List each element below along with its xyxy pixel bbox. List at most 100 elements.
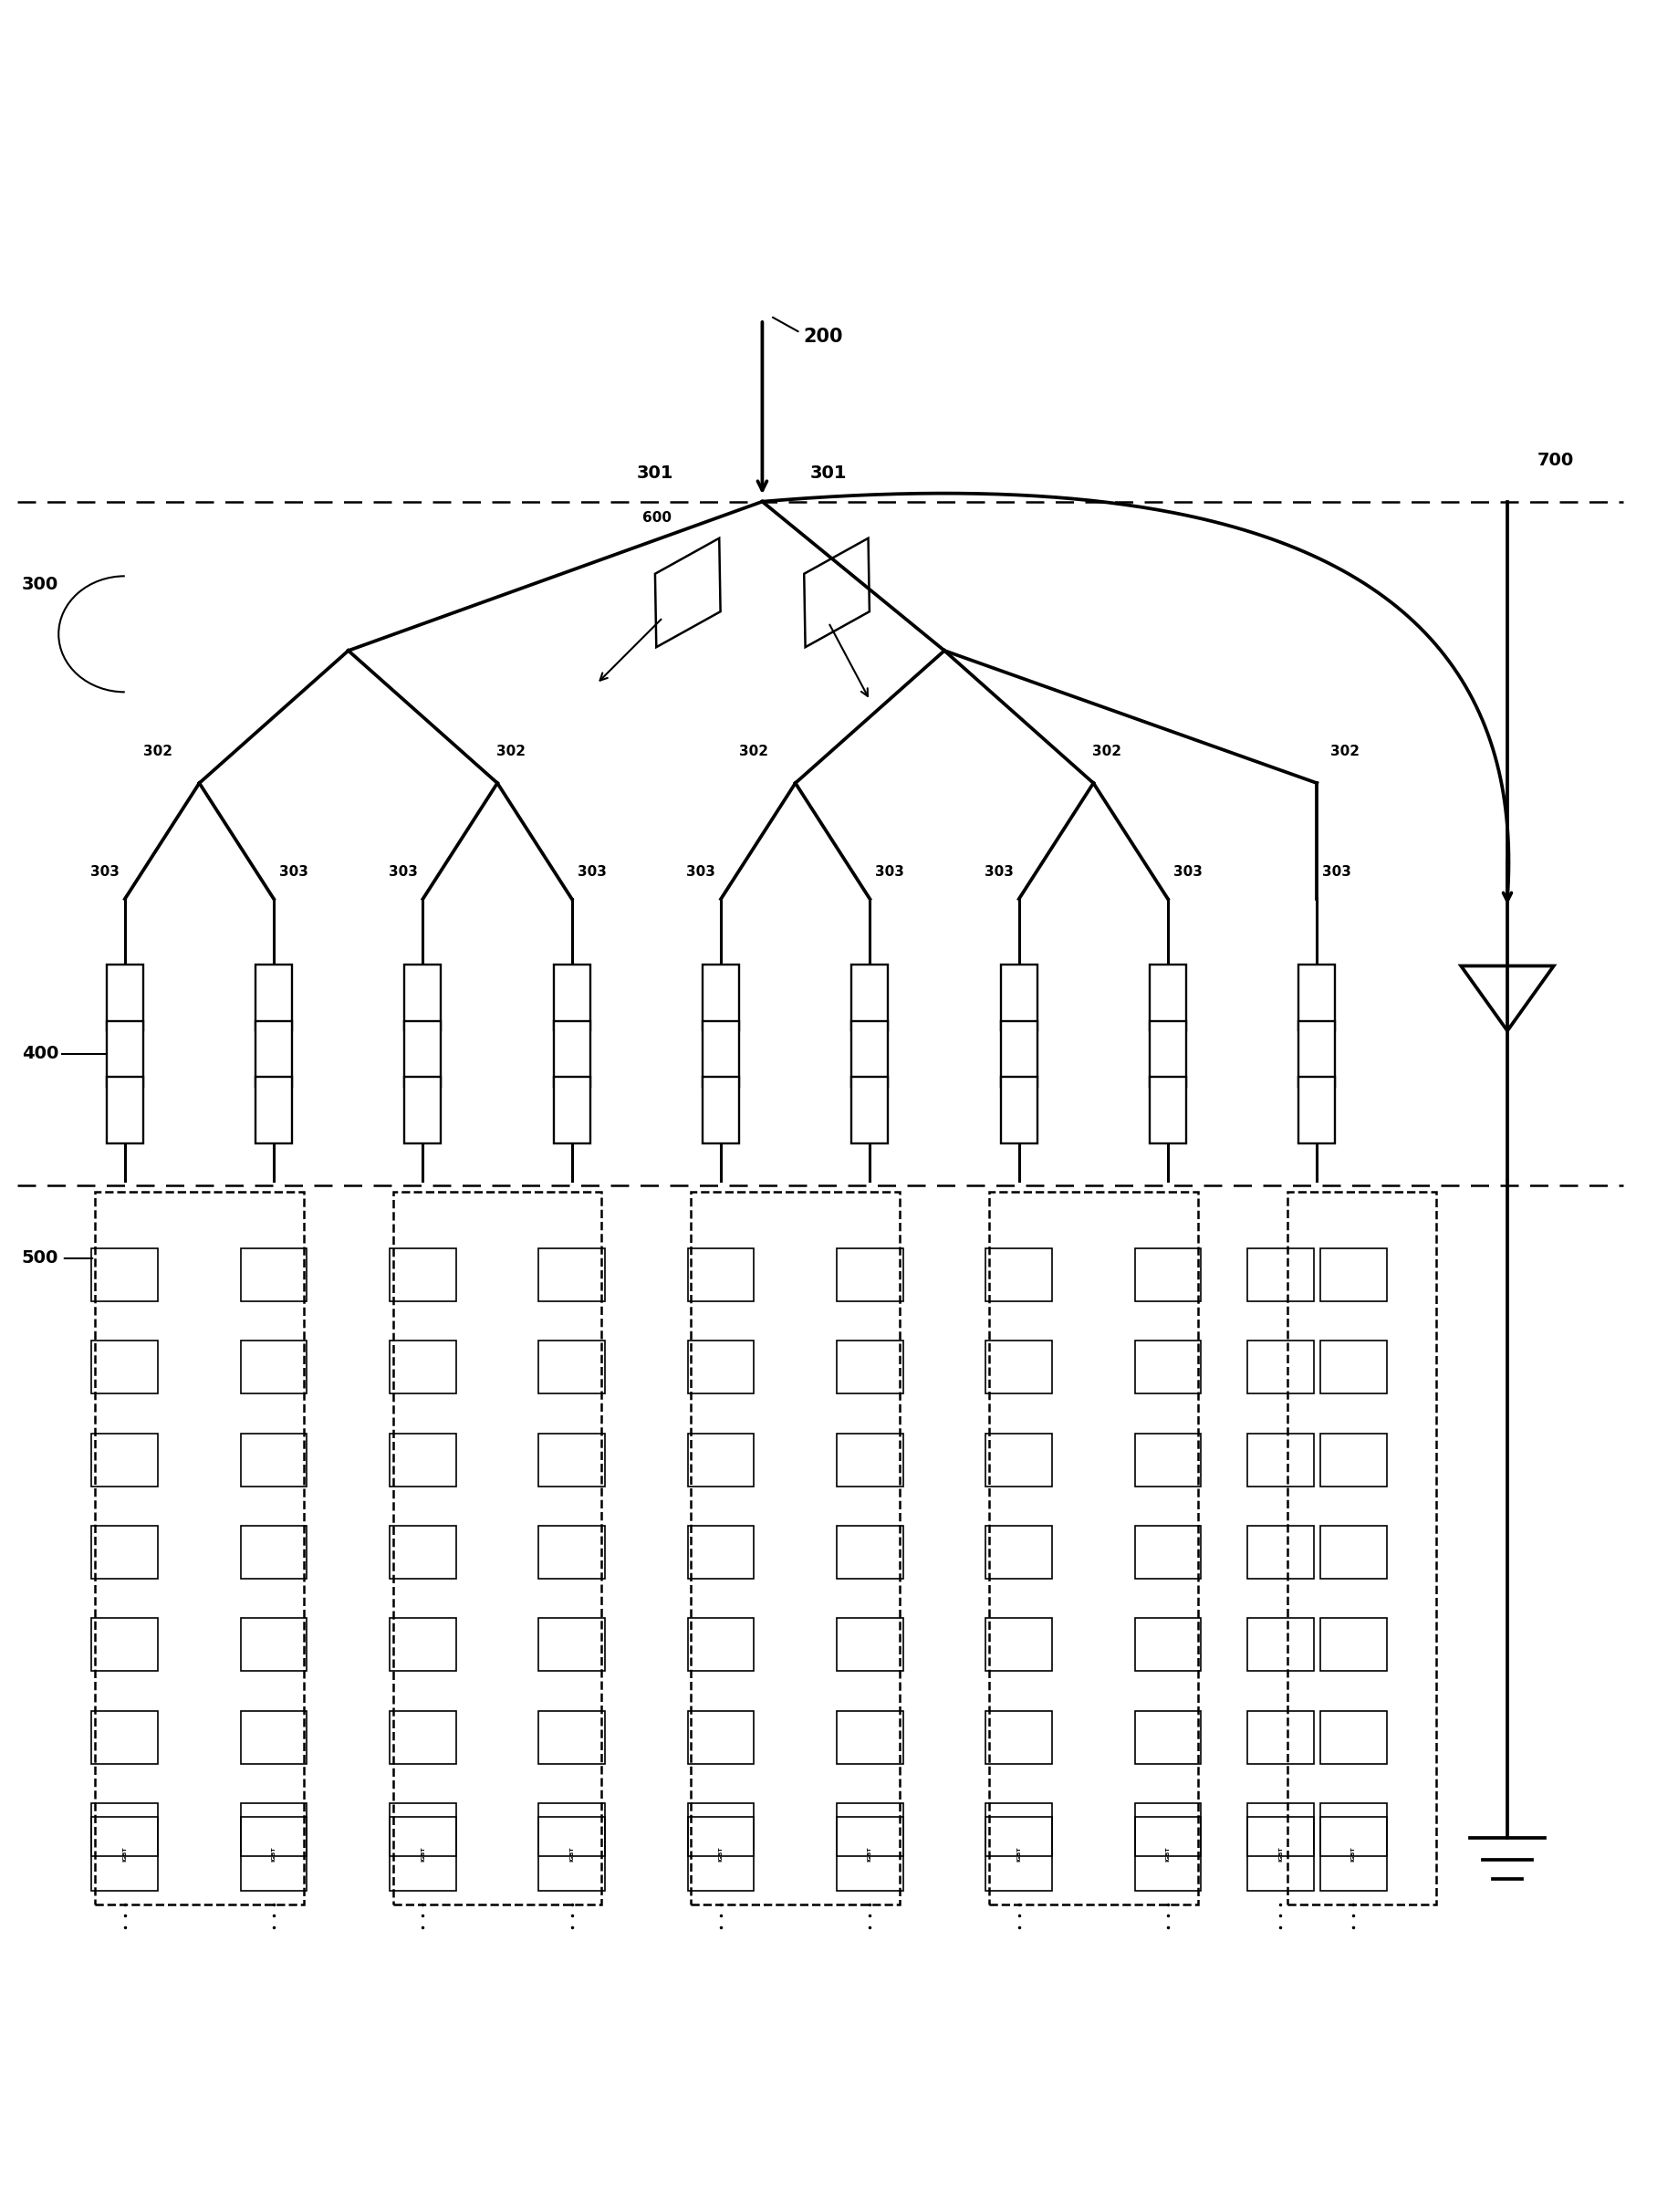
Text: 303: 303 <box>1322 865 1352 878</box>
Text: 301: 301 <box>636 465 673 482</box>
Bar <box>688 1340 754 1394</box>
Bar <box>539 1340 605 1394</box>
Bar <box>389 1340 456 1394</box>
Bar <box>688 1803 754 1856</box>
Bar <box>1248 1816 1314 1891</box>
Bar <box>389 1816 456 1891</box>
Bar <box>1135 1816 1201 1891</box>
Bar <box>688 1526 754 1579</box>
Bar <box>255 1020 292 1086</box>
Bar <box>404 1020 441 1086</box>
Bar <box>1321 1433 1387 1486</box>
Bar <box>91 1816 157 1891</box>
Text: 302: 302 <box>739 745 769 759</box>
Bar <box>837 1710 903 1763</box>
Bar <box>703 1077 739 1144</box>
Bar <box>94 1192 303 1905</box>
Bar <box>688 1248 754 1301</box>
Text: IGBT: IGBT <box>1278 1847 1283 1860</box>
Bar <box>539 1619 605 1672</box>
Bar <box>1248 1248 1314 1301</box>
Bar <box>1321 1816 1387 1891</box>
Text: IGBT: IGBT <box>272 1847 277 1860</box>
Bar <box>240 1816 307 1891</box>
Bar <box>240 1248 307 1301</box>
Bar <box>703 1020 739 1086</box>
Text: 302: 302 <box>495 745 525 759</box>
Text: 303: 303 <box>875 865 905 878</box>
Bar <box>691 1192 900 1905</box>
Text: IGBT: IGBT <box>570 1847 573 1860</box>
Bar <box>539 1248 605 1301</box>
Bar <box>106 964 143 1031</box>
Bar <box>553 1020 590 1086</box>
Bar <box>91 1710 157 1763</box>
Bar <box>1001 1077 1037 1144</box>
Bar <box>986 1340 1052 1394</box>
Bar <box>688 1619 754 1672</box>
Bar <box>1150 1020 1186 1086</box>
Text: IGBT: IGBT <box>868 1847 872 1860</box>
Bar <box>1135 1803 1201 1856</box>
Text: IGBT: IGBT <box>123 1847 128 1860</box>
Bar <box>389 1803 456 1856</box>
Bar <box>91 1526 157 1579</box>
Bar <box>852 1020 888 1086</box>
Bar <box>240 1340 307 1394</box>
Bar <box>1321 1340 1387 1394</box>
Bar <box>255 1077 292 1144</box>
Bar <box>1299 1077 1336 1144</box>
Bar <box>1248 1619 1314 1672</box>
Bar <box>553 964 590 1031</box>
Bar <box>986 1248 1052 1301</box>
Bar <box>986 1526 1052 1579</box>
Text: 303: 303 <box>686 865 716 878</box>
Bar <box>389 1433 456 1486</box>
Text: 302: 302 <box>1092 745 1122 759</box>
Bar <box>240 1803 307 1856</box>
Bar <box>1135 1340 1201 1394</box>
Bar <box>837 1340 903 1394</box>
Bar <box>393 1192 601 1905</box>
Bar <box>1001 1020 1037 1086</box>
Text: IGBT: IGBT <box>719 1847 722 1860</box>
Bar <box>1321 1710 1387 1763</box>
Text: 700: 700 <box>1538 451 1574 469</box>
Bar <box>539 1710 605 1763</box>
Text: IGBT: IGBT <box>1017 1847 1021 1860</box>
Bar <box>1248 1710 1314 1763</box>
Bar <box>1248 1340 1314 1394</box>
Bar <box>539 1803 605 1856</box>
Bar <box>240 1710 307 1763</box>
Text: 303: 303 <box>91 865 119 878</box>
Text: 302: 302 <box>143 745 172 759</box>
Bar <box>1248 1433 1314 1486</box>
Bar <box>240 1433 307 1486</box>
Bar <box>106 1020 143 1086</box>
Text: IGBT: IGBT <box>1350 1847 1355 1860</box>
Bar <box>1321 1803 1387 1856</box>
Bar <box>1135 1433 1201 1486</box>
Bar <box>1299 964 1336 1031</box>
Bar <box>837 1803 903 1856</box>
Bar <box>1287 1192 1437 1905</box>
Bar <box>106 1077 143 1144</box>
Bar <box>703 964 739 1031</box>
Text: 200: 200 <box>804 327 843 345</box>
Text: 500: 500 <box>22 1250 58 1267</box>
Bar <box>1321 1619 1387 1672</box>
Text: 303: 303 <box>278 865 308 878</box>
Bar <box>1150 1077 1186 1144</box>
Bar <box>91 1433 157 1486</box>
Bar <box>389 1248 456 1301</box>
Bar <box>837 1248 903 1301</box>
Bar <box>989 1192 1198 1905</box>
Bar <box>404 964 441 1031</box>
Bar <box>1321 1526 1387 1579</box>
Bar <box>1135 1526 1201 1579</box>
Text: 303: 303 <box>1173 865 1203 878</box>
Bar <box>852 964 888 1031</box>
Bar <box>688 1710 754 1763</box>
Bar <box>389 1526 456 1579</box>
Bar <box>240 1526 307 1579</box>
